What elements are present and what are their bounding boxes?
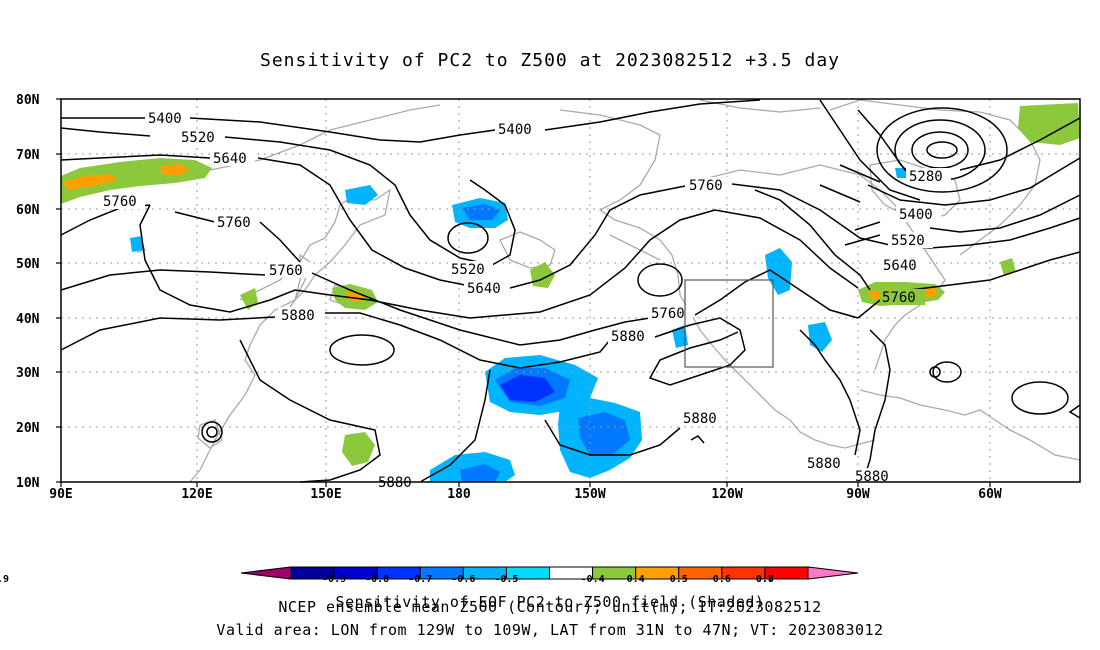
latitude-labels: 80N 70N 60N 50N 40N 30N 20N 10N	[16, 93, 40, 491]
lon-label: 60W	[978, 487, 1002, 502]
lat-label: 70N	[16, 148, 40, 163]
contour-label: 5880	[683, 411, 717, 427]
contour-label: 5760	[103, 194, 137, 210]
contour-label: 5640	[467, 281, 501, 297]
lon-label: 120E	[181, 487, 212, 502]
lon-label: 90W	[846, 487, 870, 502]
contour-label: 5760	[651, 306, 685, 322]
valid-area-box	[684, 279, 774, 368]
contour-label: 5520	[891, 233, 925, 249]
contour-label: 5880	[807, 456, 841, 472]
colorbar-label: 0.4	[627, 574, 645, 585]
lat-label: 10N	[16, 476, 40, 491]
lon-label: 90E	[49, 487, 72, 502]
contour-label: 5400	[498, 122, 532, 138]
contour-label: 5280	[909, 169, 943, 185]
colorbar-label: -0.8	[365, 574, 389, 585]
colorbar-label: -0.6	[451, 574, 475, 585]
footer-line-2: NCEP ensemble mean Z500 (Contour); unit(…	[278, 598, 822, 616]
colorbar: -0.9 -0.8 -0.7 -0.6 -0.5 -0.4 0.4 0.5 0.6 0.70.8 0…	[0, 566, 859, 585]
lat-label: 20N	[16, 421, 40, 436]
lat-label: 60N	[16, 203, 40, 218]
lon-label: 180	[447, 487, 471, 502]
lon-label: 150E	[310, 487, 341, 502]
contour-label: 5760	[882, 290, 916, 306]
colorbar-label: -0.9	[322, 574, 346, 585]
colorbar-segment	[240, 566, 292, 580]
contour-label: 5880	[855, 469, 889, 485]
colorbar-label: 0.8	[756, 574, 774, 585]
map-title: Sensitivity of PC2 to Z500 at 2023082512…	[259, 50, 840, 71]
contour-label: 5760	[689, 178, 723, 194]
contour-label: 5640	[213, 151, 247, 167]
lat-label: 30N	[16, 366, 40, 381]
lon-label: 150W	[574, 487, 605, 502]
lat-label: 50N	[16, 257, 40, 272]
contour-label: 5760	[269, 263, 303, 279]
longitude-labels: 90E 120E 150E 180 150W 120W 90W 60W	[49, 487, 1002, 502]
colorbar-label: -0.5	[494, 574, 518, 585]
colorbar-label: -0.4	[581, 574, 605, 585]
colorbar-segment	[807, 566, 859, 580]
contour-label: 5520	[181, 130, 215, 146]
contour-labels: 5400 5520 5640 5760 5760 5760 5880 5400 …	[100, 110, 951, 491]
contour-label: 5880	[281, 308, 315, 324]
colorbar-label: 0.9	[0, 574, 9, 585]
lat-label: 80N	[16, 93, 40, 108]
contour-label: 5400	[148, 111, 182, 127]
contour-label: 5520	[451, 262, 485, 278]
lat-label: 40N	[16, 312, 40, 327]
footer-line-3: Valid area: LON from 129W to 109W, LAT f…	[216, 621, 884, 639]
colorbar-label: -0.7	[408, 574, 432, 585]
contour-label: 5760	[217, 215, 251, 231]
footer-line-1: Sensitivity of EOF PC2 to Z500 field (Sh…	[335, 593, 765, 611]
contour-label: 5400	[899, 207, 933, 223]
contour-label: 5640	[883, 258, 917, 274]
colorbar-label: 0.6	[713, 574, 731, 585]
lon-label: 120W	[711, 487, 742, 502]
contour-label: 5880	[611, 329, 645, 345]
colorbar-label: 0.7	[756, 574, 774, 585]
colorbar-label: 0.5	[670, 574, 688, 585]
contour-label: 5880	[378, 475, 412, 491]
